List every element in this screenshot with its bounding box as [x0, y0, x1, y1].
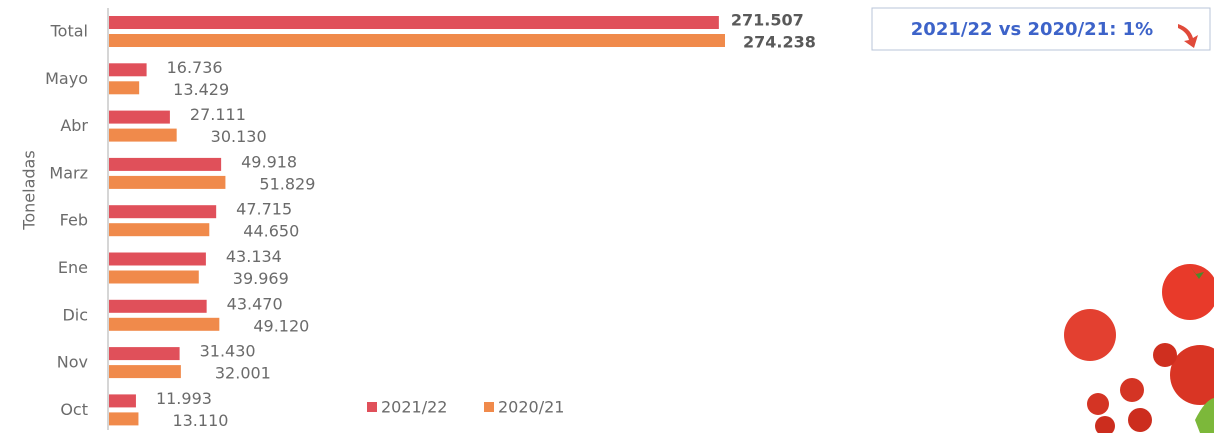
bar: [109, 271, 199, 284]
bar: [109, 176, 225, 189]
y-tick-label: Feb: [60, 211, 88, 230]
bar: [109, 63, 147, 76]
value-label: 44.650: [243, 222, 299, 241]
value-label: 13.429: [173, 80, 229, 99]
bar: [109, 347, 180, 360]
value-label: 43.134: [226, 247, 282, 266]
y-tick-label: Abr: [60, 116, 88, 135]
bar: [109, 300, 207, 313]
y-tick-label: Oct: [60, 400, 88, 419]
value-label: 271.507: [731, 11, 804, 30]
bar: [109, 253, 206, 266]
bar: [109, 158, 221, 171]
bar: [109, 412, 138, 425]
tomato-decoration: [1064, 264, 1214, 433]
y-tick-label: Mayo: [45, 69, 88, 88]
value-label: 43.470: [227, 294, 283, 313]
y-tick-label: Marz: [49, 163, 88, 182]
bar: [109, 111, 170, 124]
value-label: 13.110: [172, 411, 228, 430]
bar: [109, 34, 725, 47]
bar: [109, 365, 181, 378]
y-tick-label: Nov: [57, 353, 88, 372]
bar: [109, 16, 719, 29]
bar: [109, 318, 219, 331]
value-label: 27.111: [190, 105, 246, 124]
value-label: 274.238: [743, 33, 816, 52]
value-label: 31.430: [200, 342, 256, 361]
value-label: 51.829: [259, 174, 315, 193]
legend-label: 2021/22: [381, 398, 447, 417]
value-label: 39.969: [233, 269, 289, 288]
value-label: 32.001: [215, 364, 271, 383]
y-tick-label: Dic: [62, 305, 88, 324]
bar: [109, 223, 209, 236]
annotation: 2021/22 vs 2020/21: 1%: [911, 19, 1153, 40]
y-axis-label: Toneladas: [20, 150, 39, 230]
y-tick-label: Total: [50, 22, 88, 41]
bar: [109, 129, 177, 142]
value-label: 30.130: [211, 127, 267, 146]
legend-label: 2020/21: [498, 398, 564, 417]
value-label: 16.736: [167, 58, 223, 77]
value-label: 49.120: [253, 316, 309, 335]
legend-swatch: [484, 402, 494, 412]
legend-swatch: [367, 402, 377, 412]
bar: [109, 205, 216, 218]
chart: Toneladas 2021/22 vs 2020/21: 1% Total 27…: [0, 0, 1214, 433]
value-label: 11.993: [156, 389, 212, 408]
value-label: 49.918: [241, 152, 297, 171]
value-label: 47.715: [236, 200, 292, 219]
bar: [109, 394, 136, 407]
bar: [109, 81, 139, 94]
y-tick-label: Ene: [58, 258, 88, 277]
